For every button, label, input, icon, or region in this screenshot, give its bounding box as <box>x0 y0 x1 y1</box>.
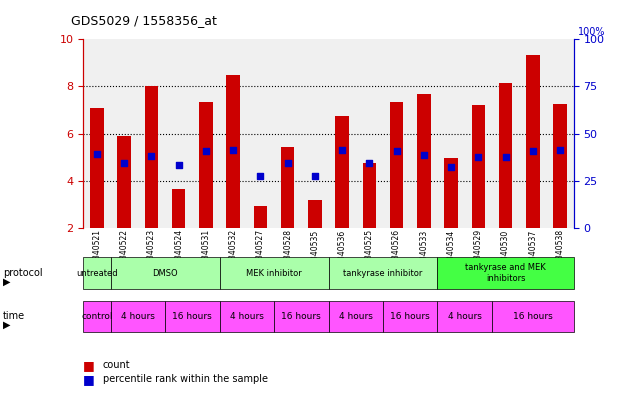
Bar <box>363 163 376 228</box>
Text: time: time <box>3 311 26 321</box>
Bar <box>335 116 349 228</box>
Point <box>146 153 156 159</box>
Text: 16 hours: 16 hours <box>281 312 321 321</box>
Text: ▶: ▶ <box>3 320 11 330</box>
Bar <box>526 55 540 228</box>
Text: 16 hours: 16 hours <box>513 312 553 321</box>
Point <box>174 162 184 169</box>
Text: 4 hours: 4 hours <box>121 312 154 321</box>
Text: 4 hours: 4 hours <box>230 312 263 321</box>
Bar <box>417 94 431 228</box>
Bar <box>172 189 185 228</box>
Text: count: count <box>103 360 130 371</box>
Point <box>119 160 129 166</box>
Point <box>310 173 320 179</box>
Bar <box>281 147 294 228</box>
Point <box>419 152 429 158</box>
Text: 4 hours: 4 hours <box>339 312 372 321</box>
Text: percentile rank within the sample: percentile rank within the sample <box>103 374 267 384</box>
Point <box>337 147 347 153</box>
Bar <box>199 102 213 228</box>
Bar <box>444 158 458 228</box>
Point <box>228 147 238 153</box>
Text: GDS5029 / 1558356_at: GDS5029 / 1558356_at <box>71 15 217 28</box>
Point <box>501 154 511 160</box>
Text: ▶: ▶ <box>3 277 11 287</box>
Text: protocol: protocol <box>3 268 43 278</box>
Text: MEK inhibitor: MEK inhibitor <box>246 269 302 277</box>
Bar <box>254 206 267 228</box>
Point <box>392 148 402 154</box>
Point <box>528 148 538 154</box>
Text: ■: ■ <box>83 359 95 372</box>
Bar <box>117 136 131 228</box>
Point <box>283 160 293 166</box>
Bar <box>390 102 403 228</box>
Text: tankyrase inhibitor: tankyrase inhibitor <box>344 269 422 277</box>
Text: ■: ■ <box>83 373 95 386</box>
Point <box>92 151 102 157</box>
Text: control: control <box>81 312 113 321</box>
Bar <box>145 86 158 228</box>
Point <box>555 147 565 153</box>
Point <box>473 154 483 160</box>
Bar <box>226 75 240 228</box>
Bar <box>499 83 512 228</box>
Point <box>201 148 211 154</box>
Point <box>255 173 265 179</box>
Text: 16 hours: 16 hours <box>172 312 212 321</box>
Bar <box>472 105 485 228</box>
Point <box>446 163 456 170</box>
Text: 100%: 100% <box>578 26 605 37</box>
Text: untreated: untreated <box>76 269 118 277</box>
Text: tankyrase and MEK
inhibitors: tankyrase and MEK inhibitors <box>465 263 546 283</box>
Bar <box>553 104 567 228</box>
Point <box>364 160 374 166</box>
Text: 4 hours: 4 hours <box>448 312 481 321</box>
Text: DMSO: DMSO <box>153 269 178 277</box>
Bar <box>308 200 322 228</box>
Text: 16 hours: 16 hours <box>390 312 430 321</box>
Bar <box>90 108 104 228</box>
